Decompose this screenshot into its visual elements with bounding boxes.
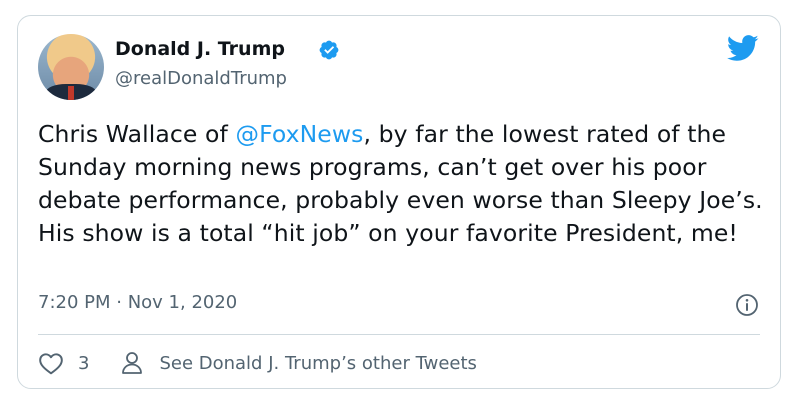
- author-handle[interactable]: @realDonaldTrump: [115, 68, 287, 89]
- avatar[interactable]: [38, 34, 104, 100]
- verified-badge-icon: [319, 40, 339, 60]
- heart-icon[interactable]: [38, 351, 64, 375]
- see-other-tweets-link[interactable]: See Donald J. Trump’s other Tweets: [159, 352, 477, 374]
- tweet-card[interactable]: Donald J. Trump @realDonaldTrump Chris W…: [17, 15, 781, 389]
- like-count[interactable]: 3: [78, 352, 90, 374]
- tweet-text: Chris Wallace of @FoxNews, by far the lo…: [38, 118, 768, 250]
- tweet-actions: 3 See Donald J. Trump’s other Tweets: [38, 349, 477, 377]
- twitter-bird-icon[interactable]: [727, 35, 759, 62]
- tweet-timestamp[interactable]: 7:20 PM · Nov 1, 2020: [38, 292, 238, 313]
- divider: [38, 334, 760, 335]
- tweet-text-part: Chris Wallace of: [38, 120, 236, 148]
- info-icon[interactable]: [735, 293, 759, 317]
- mention-link[interactable]: @FoxNews: [235, 120, 364, 148]
- tweet-text-part: , by far the lowest rated of the Sunday …: [38, 120, 763, 247]
- person-icon[interactable]: [121, 351, 143, 375]
- avatar-tie: [68, 86, 74, 100]
- author-name[interactable]: Donald J. Trump: [115, 38, 285, 60]
